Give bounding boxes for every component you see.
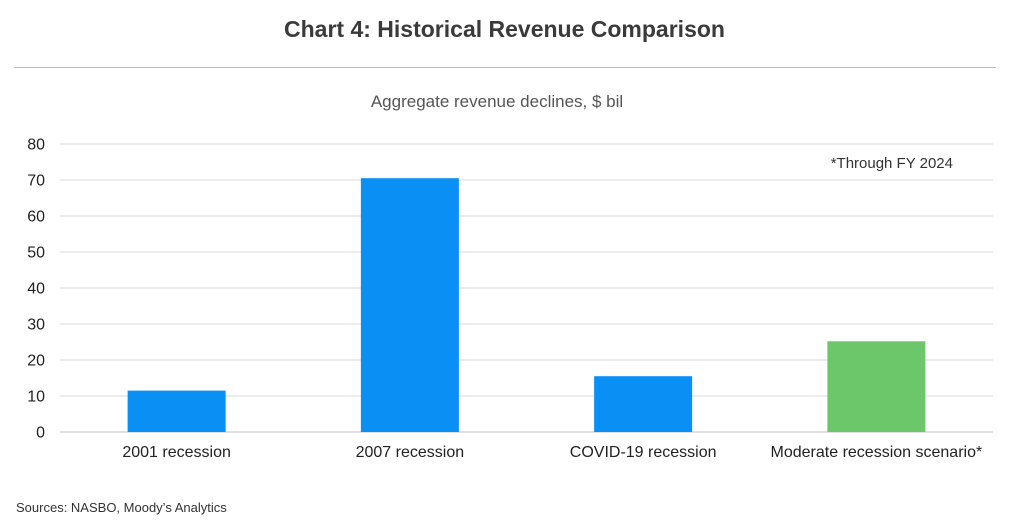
y-tick-label: 70 bbox=[27, 173, 45, 190]
x-category-label: 2007 recession bbox=[356, 444, 465, 461]
y-tick-label: 60 bbox=[27, 209, 45, 226]
bar-moderate-recession-scenario bbox=[827, 341, 926, 432]
x-axis-labels: 2001 recession 2007 recession COVID-19 rec… bbox=[122, 444, 982, 461]
chart-title: Chart 4: Historical Revenue Comparison bbox=[284, 16, 725, 42]
source-note: Sources: NASBO, Moody’s Analytics bbox=[16, 500, 227, 515]
y-tick-label: 20 bbox=[27, 353, 45, 370]
title-divider bbox=[14, 67, 996, 68]
x-category-label: 2001 recession bbox=[122, 444, 231, 461]
y-tick-label: 40 bbox=[27, 281, 45, 298]
chart-subtitle: Aggregate revenue declines, $ bil bbox=[371, 92, 623, 111]
y-tick-label: 10 bbox=[27, 389, 45, 406]
y-tick-label: 30 bbox=[27, 317, 45, 334]
y-axis-ticks: 0 10 20 30 40 50 60 70 80 bbox=[27, 137, 45, 442]
y-tick-label: 80 bbox=[27, 137, 45, 154]
x-category-label: COVID-19 recession bbox=[570, 444, 717, 461]
bar-2007-recession bbox=[360, 178, 459, 432]
chart-annotation: *Through FY 2024 bbox=[831, 155, 953, 172]
bars bbox=[127, 178, 926, 432]
y-tick-label: 50 bbox=[27, 245, 45, 262]
bar-2001-recession bbox=[127, 390, 226, 432]
y-tick-label: 0 bbox=[36, 425, 45, 442]
x-category-label: Moderate recession scenario* bbox=[771, 444, 983, 461]
bar-covid-19-recession bbox=[594, 376, 693, 432]
bar-chart: Aggregate revenue declines, $ bil 0 10 20 3… bbox=[27, 92, 993, 461]
